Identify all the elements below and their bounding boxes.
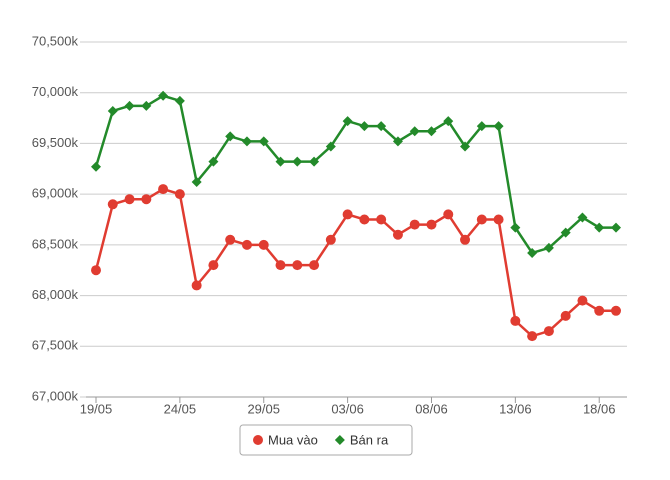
point — [225, 234, 236, 245]
point — [107, 199, 118, 210]
point — [253, 435, 263, 445]
y-tick-label: 68,500k — [32, 236, 79, 251]
point — [460, 141, 471, 152]
point — [124, 194, 135, 205]
point — [158, 90, 169, 101]
line — [94, 187, 616, 338]
y-tick-label: 70,000k — [32, 84, 79, 99]
x-tick-label: 08/06 — [415, 401, 448, 416]
y-tick-label: 67,000k — [32, 388, 79, 403]
point — [191, 176, 202, 187]
legend-item[interactable]: Bán ra — [334, 432, 389, 447]
point — [510, 315, 521, 326]
line — [94, 94, 616, 255]
point — [342, 116, 353, 127]
point — [208, 156, 219, 167]
point — [158, 184, 169, 195]
point — [476, 121, 487, 132]
point — [577, 212, 588, 223]
y-tick-label: 70,500k — [32, 33, 79, 48]
point — [493, 121, 504, 132]
point — [376, 121, 387, 132]
point — [258, 239, 269, 250]
point — [241, 136, 252, 147]
point — [560, 310, 571, 321]
point — [426, 126, 437, 137]
point — [292, 156, 303, 167]
x-tick-label: 03/06 — [331, 401, 364, 416]
point — [325, 141, 336, 152]
y-tick-label: 69,000k — [32, 186, 79, 201]
point — [241, 239, 252, 250]
point — [443, 116, 454, 127]
point — [208, 260, 219, 271]
point — [560, 227, 571, 238]
point — [174, 189, 185, 200]
legend-label: Mua vào — [268, 432, 318, 447]
point — [476, 214, 487, 225]
point — [594, 305, 605, 316]
point — [325, 234, 336, 245]
point — [91, 265, 101, 276]
point — [543, 326, 554, 337]
x-tick-label: 18/06 — [583, 401, 616, 416]
point — [460, 234, 471, 245]
point — [191, 280, 202, 291]
point — [275, 260, 286, 271]
point — [359, 214, 370, 225]
point — [141, 100, 152, 111]
legend-label: Bán ra — [350, 432, 389, 447]
point — [611, 222, 621, 233]
point — [376, 214, 387, 225]
legend-item[interactable]: Mua vào — [253, 432, 318, 447]
point — [594, 222, 605, 233]
point — [611, 305, 621, 316]
point — [493, 214, 504, 225]
legend-box — [239, 424, 413, 456]
point — [292, 260, 303, 271]
point — [124, 100, 135, 111]
point — [577, 295, 588, 306]
point — [409, 219, 420, 230]
point — [275, 156, 286, 167]
point — [392, 136, 403, 147]
point — [409, 126, 420, 137]
point — [174, 95, 185, 106]
point — [334, 435, 345, 445]
point — [426, 219, 437, 230]
point — [527, 331, 538, 342]
point — [543, 242, 554, 253]
x-tick-label: 24/05 — [164, 401, 197, 416]
point — [342, 209, 353, 220]
x-tick-label: 19/05 — [80, 401, 113, 416]
point — [359, 121, 370, 132]
x-tick-label: 29/05 — [247, 401, 280, 416]
point — [309, 156, 320, 167]
point — [309, 260, 320, 271]
point — [510, 222, 521, 233]
point — [91, 161, 101, 172]
x-tick-label: 13/06 — [499, 401, 532, 416]
point — [107, 105, 118, 116]
point — [141, 194, 152, 205]
point — [258, 136, 269, 147]
point — [392, 229, 403, 240]
point — [225, 131, 236, 142]
y-tick-label: 69,500k — [32, 135, 79, 150]
y-tick-label: 68,000k — [32, 287, 79, 302]
legend: Mua vào Bán ra — [239, 424, 413, 456]
point — [527, 247, 538, 258]
y-tick-label: 67,500k — [32, 338, 79, 353]
point — [443, 209, 454, 220]
